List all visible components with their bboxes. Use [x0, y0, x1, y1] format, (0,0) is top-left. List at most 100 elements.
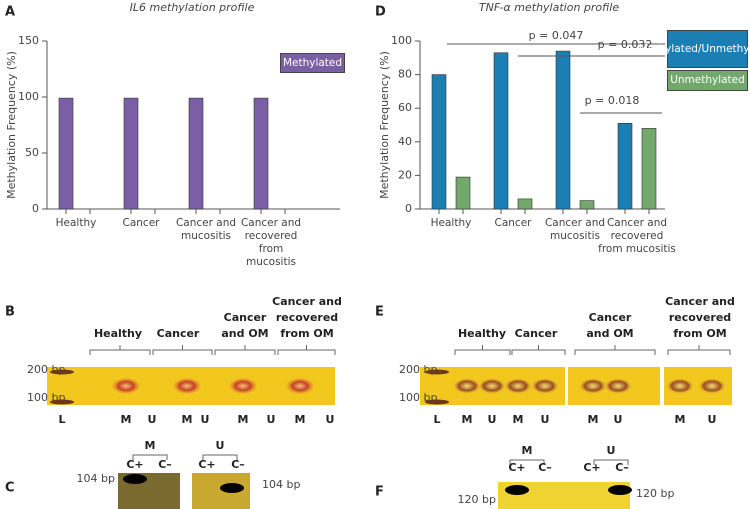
y-tick-label: 50 — [25, 146, 39, 159]
bracket — [667, 345, 731, 355]
y-tick-label: 150 — [18, 34, 39, 47]
panel-label: D — [375, 5, 386, 20]
gel-label: recovered — [276, 311, 338, 324]
gel-label: M — [588, 413, 599, 426]
bracket — [152, 345, 213, 355]
y-tick-label: 100 — [391, 34, 412, 47]
ladder-band — [50, 369, 74, 375]
legend-entry: Methylated/Unmethylated — [639, 30, 750, 68]
panel-label: B — [5, 305, 15, 320]
bracket — [132, 454, 168, 460]
bar — [253, 97, 269, 210]
gel-label: M — [238, 413, 249, 426]
gel-label: M — [462, 413, 473, 426]
gel-label: C+ — [198, 458, 215, 471]
panel-label: C — [5, 481, 15, 496]
y-tick-label: 60 — [398, 101, 412, 114]
gel-label: Healthy — [458, 327, 506, 340]
y-tick-label: 80 — [398, 68, 412, 81]
band — [173, 378, 201, 394]
y-axis-label: Methylation Frequency (%) — [5, 51, 18, 199]
gel-label: C– — [615, 461, 629, 474]
band — [453, 378, 481, 394]
band — [286, 378, 314, 394]
x-tick-label: Cancer and mucositis — [175, 217, 237, 242]
x-tick-label: Cancer and mucositis — [544, 217, 606, 242]
x-tick-label: Cancer — [494, 217, 532, 229]
gel-label: U — [201, 413, 210, 426]
bracket — [509, 459, 545, 465]
gel-label: Cancer and — [665, 295, 735, 308]
band — [220, 483, 244, 493]
gel-label: M — [675, 413, 686, 426]
annotation: p = 0.047 — [529, 29, 584, 42]
x-tick-label: Cancer and recovered from mucositis — [240, 217, 302, 268]
panel-label: E — [375, 305, 384, 320]
bracket — [214, 345, 276, 355]
annotation: p = 0.018 — [585, 94, 640, 107]
bracket — [511, 345, 566, 355]
bar — [641, 128, 657, 210]
gel-label: from OM — [673, 327, 726, 340]
bar — [493, 52, 509, 210]
gel-label: M — [522, 444, 533, 457]
band — [666, 378, 694, 394]
bar — [123, 97, 139, 210]
bar — [579, 200, 595, 210]
gel-label: Cancer — [589, 311, 632, 324]
gel-label: U — [607, 444, 616, 457]
gel-label: Cancer — [515, 327, 558, 340]
bar — [617, 123, 633, 210]
gel-label: Healthy — [94, 327, 142, 340]
bracket — [277, 345, 336, 355]
panel-label: F — [375, 485, 384, 500]
band — [698, 378, 726, 394]
gel-label: M — [295, 413, 306, 426]
gel-label: L — [58, 413, 65, 426]
x-tick-label: Cancer — [122, 217, 160, 229]
bar — [455, 176, 471, 210]
annotation: p = 0.032 — [598, 38, 653, 51]
gel-label: U — [216, 439, 225, 452]
gel-label: C+ — [126, 458, 143, 471]
gel-label: recovered — [669, 311, 731, 324]
gel-label: U — [267, 413, 276, 426]
bar — [555, 50, 571, 210]
y-axis-label: Methylation Frequency (%) — [378, 51, 391, 199]
gel-label: U — [541, 413, 550, 426]
x-tick-label: Cancer and recovered from mucositis — [598, 217, 676, 255]
band — [531, 378, 559, 394]
band — [604, 378, 632, 394]
band — [123, 474, 147, 484]
y-tick-label: 0 — [32, 202, 39, 215]
bar — [517, 198, 533, 210]
bar — [431, 74, 447, 210]
bracket — [202, 454, 238, 460]
band — [504, 378, 532, 394]
bracket — [574, 345, 656, 355]
y-tick-label: 100 — [18, 90, 39, 103]
gel-label: U — [326, 413, 335, 426]
size-label: 104 bp — [77, 472, 115, 485]
gel-label: and OM — [221, 327, 268, 340]
gel-label: Cancer and — [272, 295, 342, 308]
gel-label: and OM — [586, 327, 633, 340]
size-label: 120 bp — [636, 487, 674, 500]
panel-label: A — [5, 5, 15, 20]
gel-label: M — [513, 413, 524, 426]
y-tick-label: 40 — [398, 135, 412, 148]
band — [579, 378, 607, 394]
y-tick-label: 0 — [405, 202, 412, 215]
band — [112, 378, 140, 394]
gel-label: U — [708, 413, 717, 426]
band — [608, 485, 632, 495]
gel-label: M — [121, 413, 132, 426]
gel-label: Cancer — [224, 311, 267, 324]
gel-label: C+ — [583, 461, 600, 474]
x-tick-label: Healthy — [55, 217, 97, 229]
gel-label: U — [148, 413, 157, 426]
gel-label: C– — [158, 458, 172, 471]
legend-entry: Unmethylated — [667, 70, 748, 91]
